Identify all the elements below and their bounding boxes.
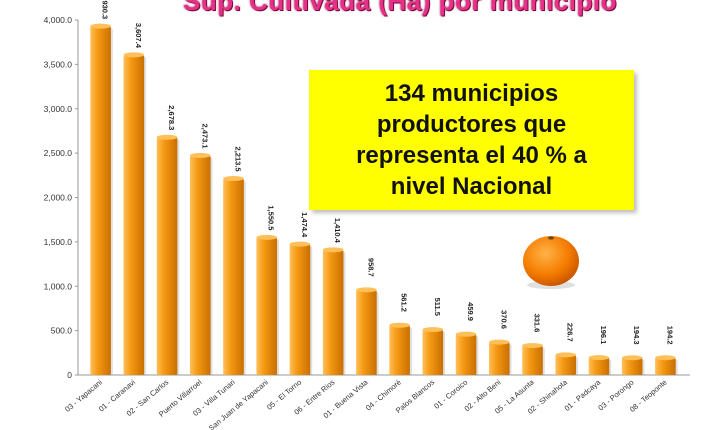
callout-text: 134 municipios productores que represent… xyxy=(356,80,587,200)
chart-title: Sup. Cultivada (Ha) por municipio xyxy=(183,0,617,16)
data-label: 196.1 xyxy=(599,326,608,345)
y-tick-label: 3,500.0 xyxy=(44,59,73,69)
y-tick-label: 3,000.0 xyxy=(44,104,73,114)
x-category-label: San Juan de Yapacani xyxy=(207,377,270,430)
bar xyxy=(189,153,213,375)
bar xyxy=(389,322,412,375)
data-label: 2,678.3 xyxy=(167,105,176,130)
data-label: 1,550.5 xyxy=(267,205,276,230)
bar xyxy=(256,234,280,375)
data-label: 511.5 xyxy=(433,298,442,316)
data-label: 194.3 xyxy=(632,326,641,345)
data-label: 561.2 xyxy=(400,293,409,312)
data-label: 459.9 xyxy=(466,302,475,321)
data-label: 194.2 xyxy=(665,326,674,345)
data-label: 1,410.4 xyxy=(333,218,342,244)
data-label: 370.6 xyxy=(499,310,508,329)
bar xyxy=(522,343,545,375)
bar xyxy=(555,352,579,375)
bar xyxy=(588,355,612,375)
data-label: 958.7 xyxy=(366,258,375,277)
bar xyxy=(322,247,346,375)
bar xyxy=(123,52,147,375)
x-category-label: 01 - Padcaya xyxy=(563,377,603,413)
y-tick-label: 1,500.0 xyxy=(44,237,73,247)
bar xyxy=(223,176,246,375)
data-label: 2,473.1 xyxy=(200,124,209,149)
data-label: 1,474.4 xyxy=(300,212,309,238)
y-tick-label: 0 xyxy=(67,370,72,380)
data-label: 2,213.5 xyxy=(234,147,243,172)
bar xyxy=(655,355,678,375)
bar xyxy=(488,339,512,375)
data-label: 226.7 xyxy=(566,323,575,342)
bar xyxy=(90,23,113,375)
y-tick-label: 2,500.0 xyxy=(44,148,73,158)
bar xyxy=(422,327,446,375)
y-tick-label: 1,000.0 xyxy=(44,281,73,291)
bar xyxy=(289,241,313,375)
callout-box: 134 municipios productores que represent… xyxy=(309,70,634,210)
orange-fruit-icon xyxy=(523,236,579,289)
data-label: 3,607.4 xyxy=(134,23,143,49)
data-label: 331.6 xyxy=(533,314,542,333)
y-tick-label: 4,000.0 xyxy=(44,15,73,25)
bar xyxy=(621,355,645,375)
bar xyxy=(356,287,379,375)
data-label: 3,930.3 xyxy=(101,0,110,19)
bar xyxy=(455,331,479,375)
y-tick-label: 2,000.0 xyxy=(44,193,73,203)
y-tick-label: 500.0 xyxy=(51,326,73,336)
bar xyxy=(156,134,180,375)
